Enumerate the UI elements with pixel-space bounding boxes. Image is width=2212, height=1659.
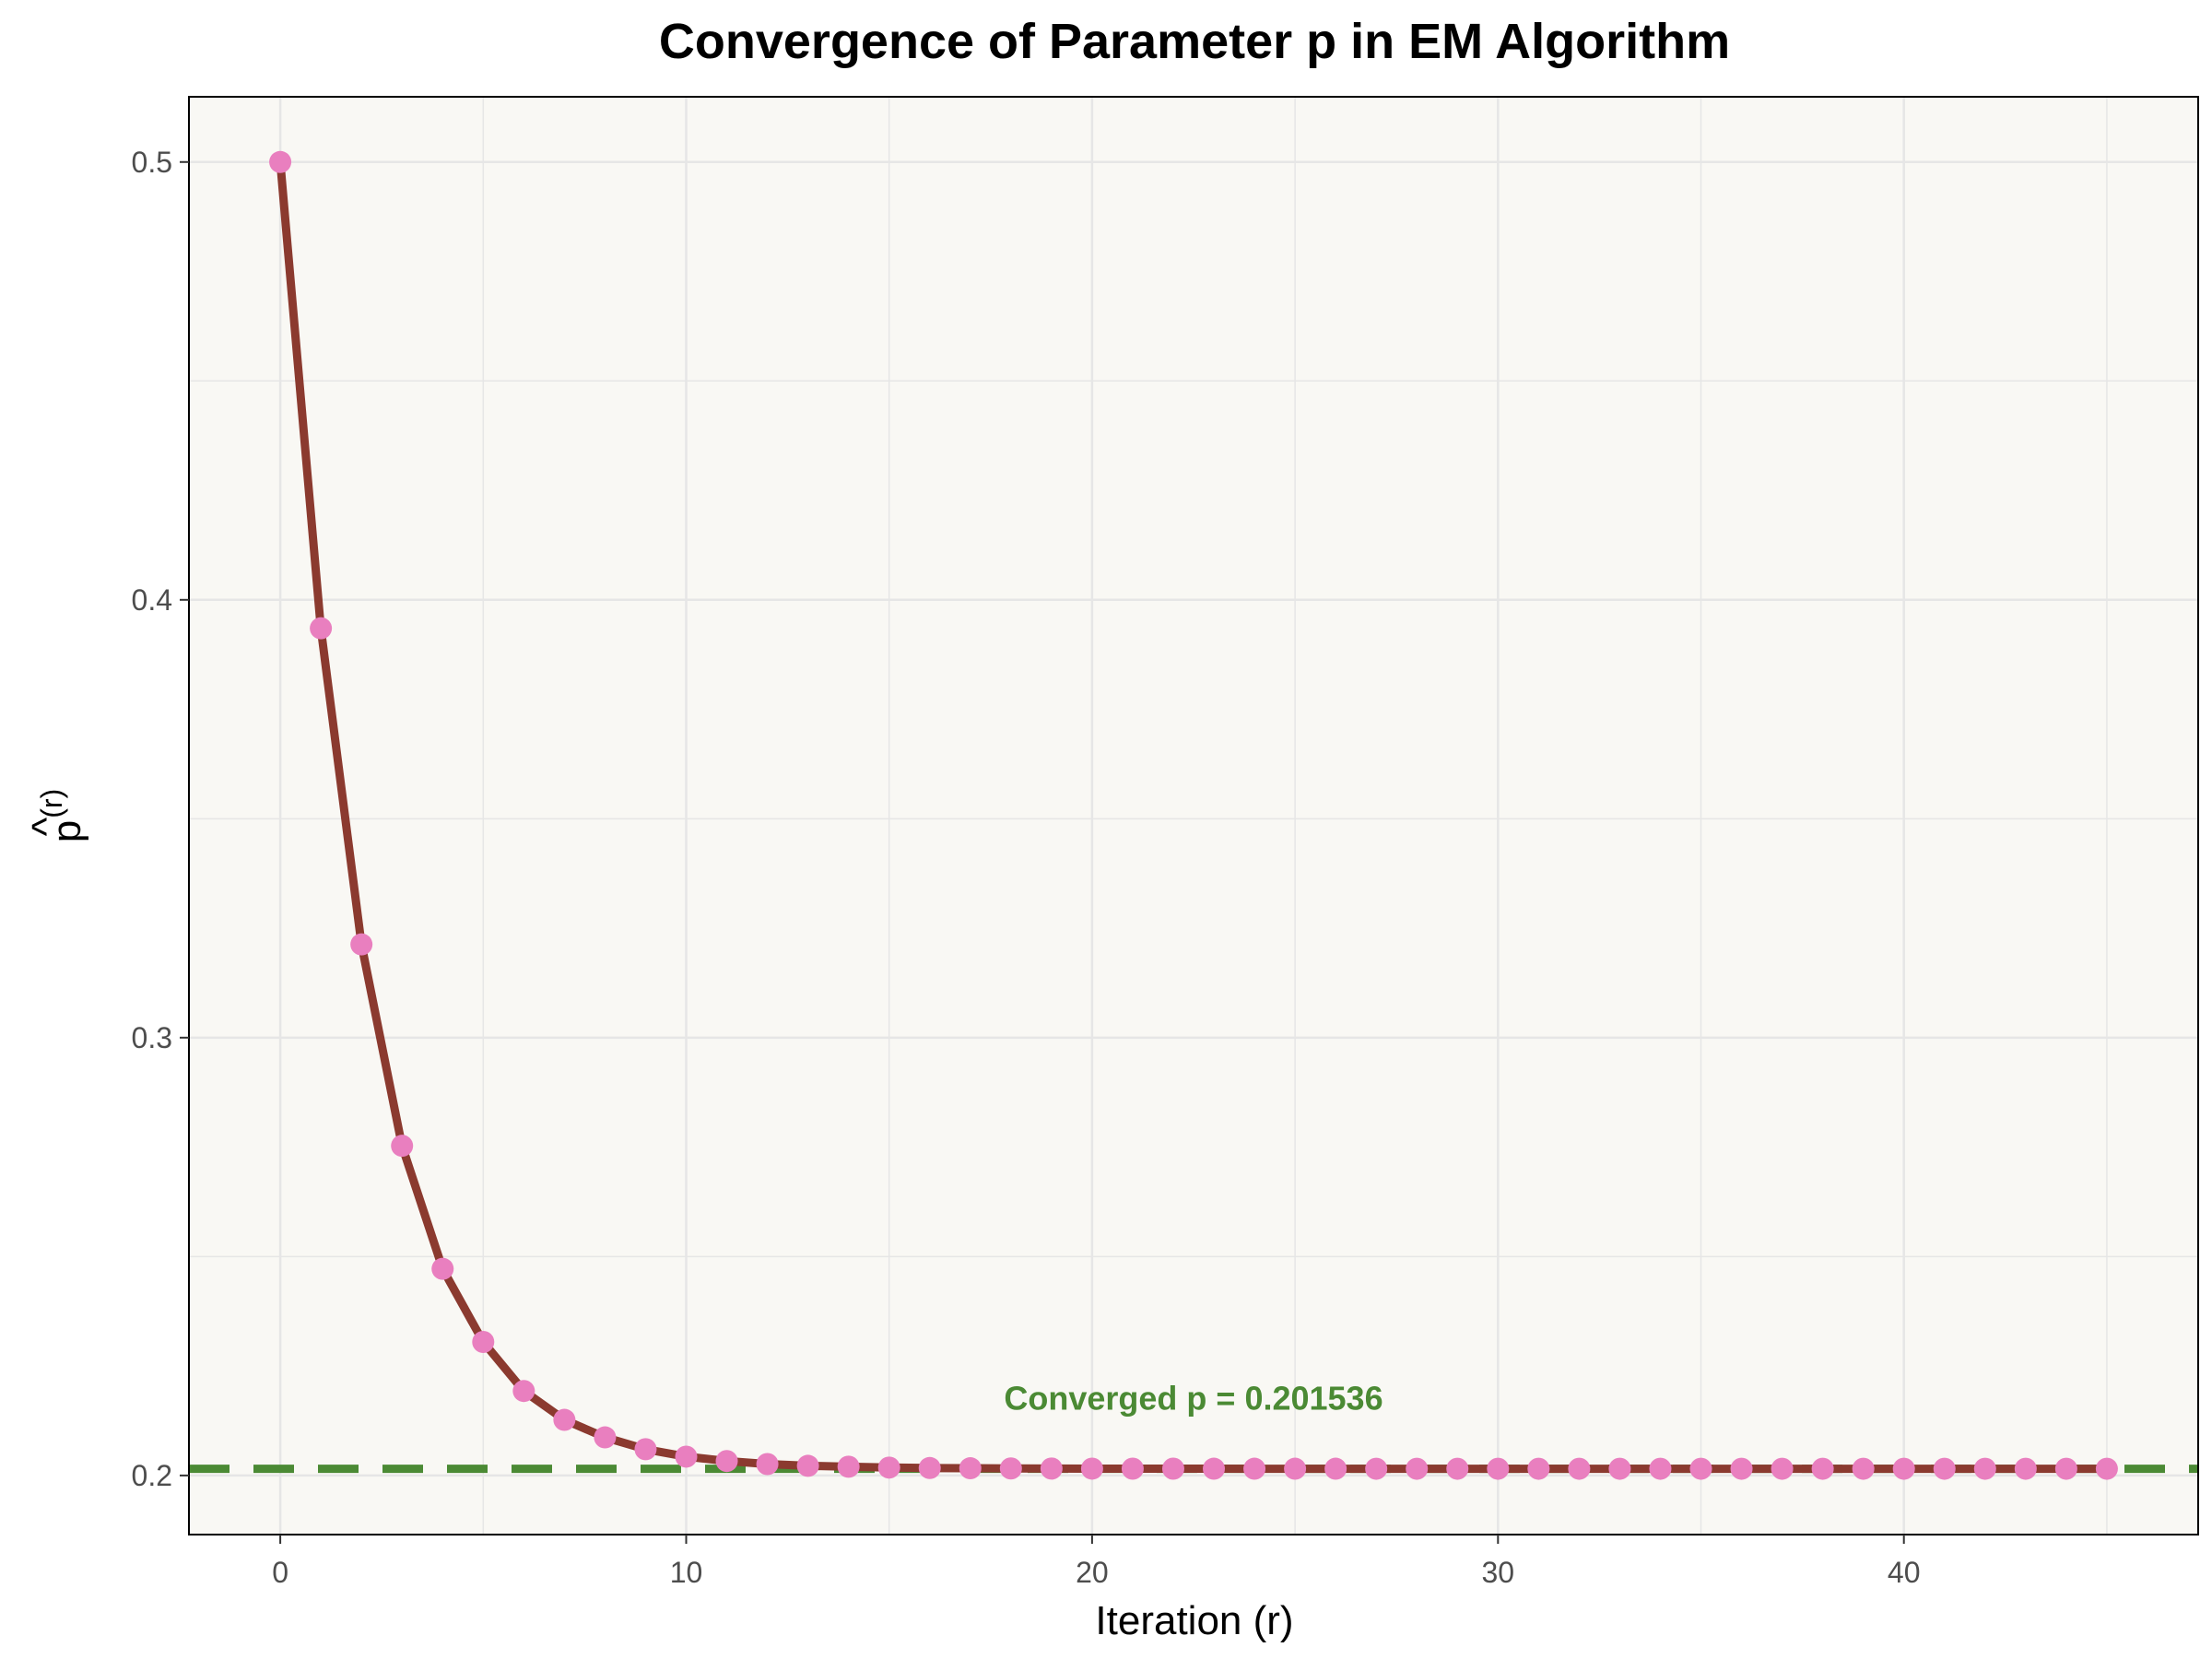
plot-panel: [189, 97, 2198, 1535]
y-tick-label: 0.3: [132, 1021, 172, 1054]
data-point: [553, 1408, 576, 1431]
data-point: [1365, 1457, 1388, 1480]
data-point: [796, 1454, 819, 1477]
data-point: [877, 1456, 900, 1479]
data-point: [1121, 1457, 1144, 1480]
y-axis-ticks: 0.2 0.3 0.4 0.5: [132, 146, 189, 1492]
data-point: [1203, 1457, 1226, 1480]
y-axis-title: p(r) ^: [24, 789, 89, 842]
data-point: [715, 1450, 738, 1473]
x-tick-label: 0: [272, 1556, 288, 1589]
y-axis-title-main: p: [44, 820, 89, 842]
data-point: [350, 933, 373, 956]
data-point: [1406, 1457, 1429, 1480]
data-point: [1973, 1457, 1996, 1480]
data-point: [310, 617, 333, 640]
data-point: [1243, 1457, 1266, 1480]
chart-title: Convergence of Parameter p in EM Algorit…: [659, 14, 1730, 69]
y-axis-title-superscript: (r): [35, 789, 68, 818]
data-point: [1040, 1457, 1063, 1480]
data-point: [512, 1380, 535, 1403]
svg-text:p(r): p(r): [35, 789, 89, 842]
data-point: [1933, 1457, 1956, 1480]
data-point: [1080, 1457, 1103, 1480]
y-tick-label: 0.4: [132, 583, 172, 617]
y-axis-title-hat: ^: [24, 817, 69, 836]
data-point: [837, 1455, 860, 1478]
x-tick-label: 10: [670, 1556, 703, 1589]
major-gridlines: [189, 97, 2198, 1535]
data-point: [1527, 1457, 1550, 1480]
data-point: [959, 1457, 982, 1480]
data-point: [472, 1330, 495, 1353]
data-point: [594, 1426, 617, 1449]
data-point: [999, 1457, 1022, 1480]
data-point: [391, 1135, 414, 1158]
data-point: [1649, 1457, 1672, 1480]
data-point: [1892, 1457, 1915, 1480]
data-point: [1324, 1457, 1347, 1480]
data-point: [1446, 1457, 1469, 1480]
data-point: [1852, 1457, 1875, 1480]
data-point: [2014, 1457, 2037, 1480]
data-point: [1284, 1457, 1307, 1480]
data-point: [1811, 1457, 1834, 1480]
data-point: [1161, 1457, 1184, 1480]
y-tick-label: 0.2: [132, 1459, 172, 1492]
data-point: [2095, 1457, 2118, 1480]
data-point: [756, 1453, 779, 1476]
data-point: [918, 1456, 941, 1479]
data-point: [1487, 1457, 1510, 1480]
x-tick-label: 20: [1076, 1556, 1109, 1589]
data-point: [634, 1438, 657, 1461]
converged-annotation: Converged p = 0.201536: [1004, 1380, 1382, 1418]
x-axis-title: Iteration (r): [1095, 1598, 1293, 1643]
data-point: [2054, 1457, 2077, 1480]
data-point: [675, 1445, 698, 1468]
data-point: [1568, 1457, 1591, 1480]
x-tick-label: 40: [1888, 1556, 1921, 1589]
data-point: [1771, 1457, 1794, 1480]
y-tick-label: 0.5: [132, 146, 172, 179]
data-point: [431, 1257, 454, 1280]
data-point: [1730, 1457, 1753, 1480]
minor-gridlines: [189, 97, 2198, 1535]
data-point: [1608, 1457, 1631, 1480]
x-tick-label: 30: [1482, 1556, 1515, 1589]
data-points: [269, 150, 2118, 1480]
x-axis-ticks: 0 10 20 30 40: [272, 1535, 1921, 1589]
plot-panel-border: [188, 96, 2199, 1535]
data-point: [1689, 1457, 1712, 1480]
series-line: [276, 158, 2112, 1474]
data-point: [269, 150, 292, 173]
